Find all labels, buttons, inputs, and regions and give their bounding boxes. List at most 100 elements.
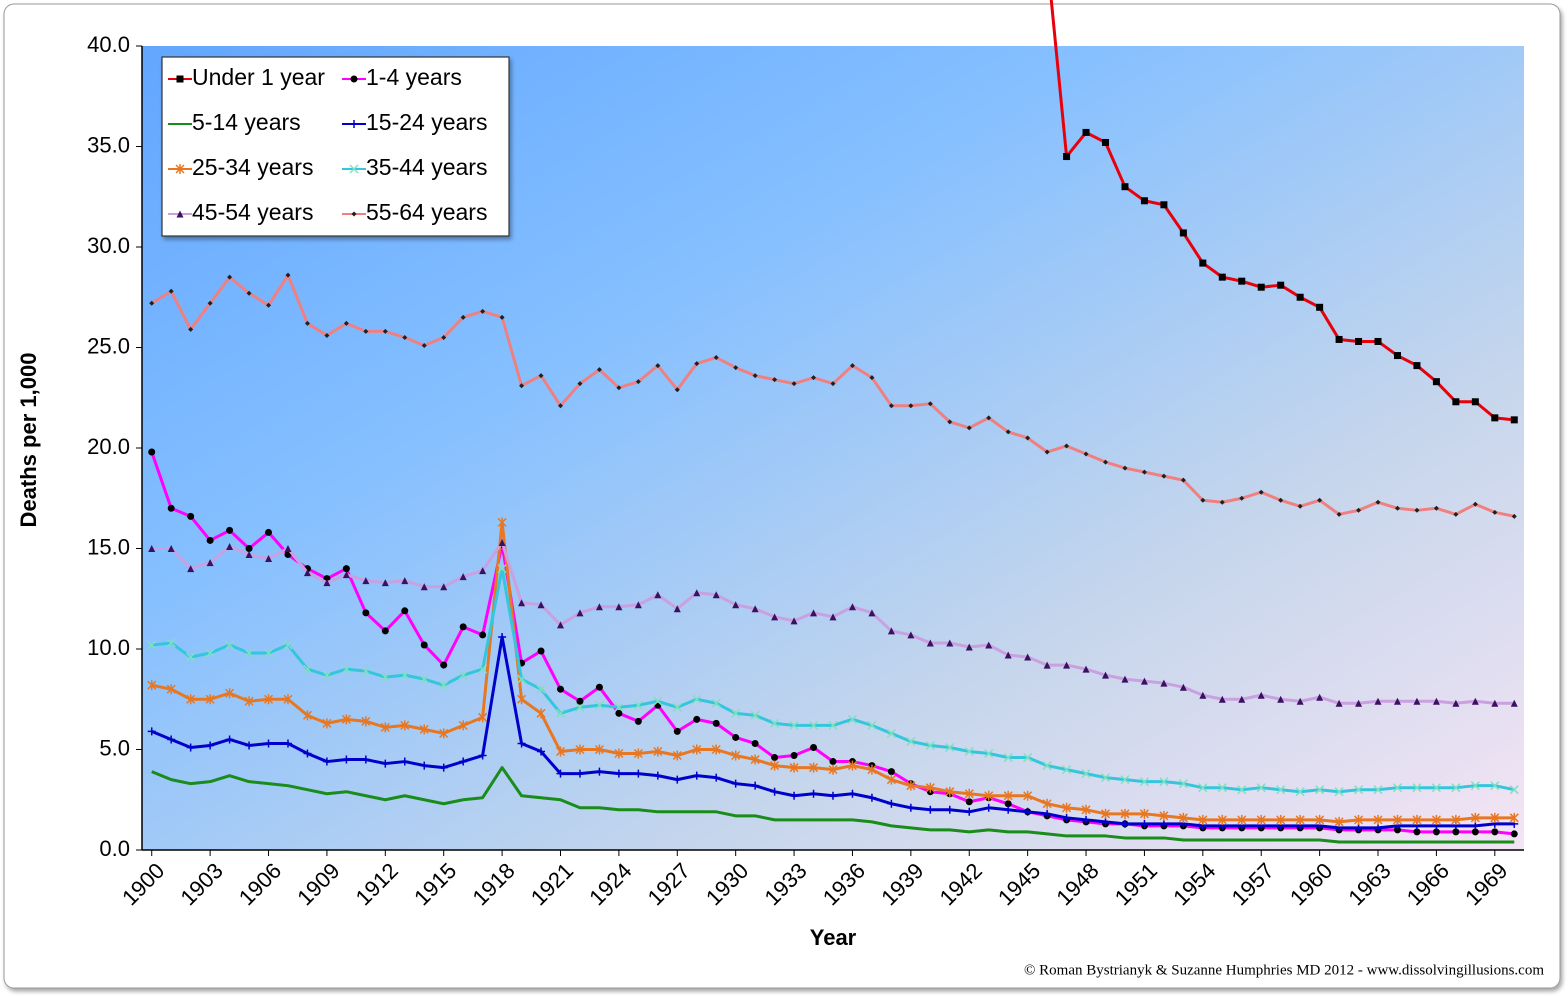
marker [1083, 451, 1089, 457]
marker [653, 771, 662, 780]
marker [303, 749, 312, 758]
marker [265, 528, 273, 536]
legend-label: 35-44 years [366, 154, 487, 180]
marker [964, 746, 974, 757]
marker [1373, 785, 1383, 795]
marker [751, 781, 760, 790]
marker [654, 591, 662, 599]
marker [1200, 497, 1206, 503]
marker [1470, 781, 1480, 791]
marker [538, 373, 544, 379]
marker [167, 504, 175, 512]
marker [226, 526, 234, 534]
marker [147, 727, 156, 736]
marker [576, 609, 584, 617]
marker [731, 750, 741, 761]
marker [790, 791, 799, 800]
marker [1004, 800, 1012, 808]
marker [1453, 511, 1459, 517]
y-tick-label: 25.0 [87, 333, 130, 358]
marker [1100, 808, 1111, 819]
marker [556, 769, 565, 778]
y-tick-label: 30.0 [87, 233, 130, 258]
marker [459, 573, 467, 581]
marker [965, 643, 973, 651]
marker [361, 666, 371, 676]
marker [1256, 814, 1266, 825]
marker [1356, 507, 1362, 513]
marker [791, 381, 797, 387]
marker [614, 702, 624, 712]
marker [1510, 416, 1518, 424]
legend-label: Under 1 year [192, 64, 325, 90]
marker [1159, 810, 1169, 821]
marker [1004, 651, 1012, 659]
marker [634, 717, 642, 725]
marker [324, 332, 330, 338]
marker [536, 708, 546, 719]
marker [1121, 183, 1129, 191]
marker [1354, 814, 1364, 825]
marker [750, 710, 760, 720]
marker [692, 744, 702, 755]
marker [1100, 773, 1111, 783]
marker [361, 755, 370, 764]
marker [1063, 153, 1071, 161]
marker [556, 685, 564, 693]
y-tick-label: 20.0 [87, 434, 130, 459]
marker [1005, 429, 1011, 435]
marker [166, 638, 176, 648]
marker [595, 767, 604, 776]
marker [867, 793, 876, 802]
marker [1392, 783, 1403, 793]
marker [536, 684, 546, 694]
marker [362, 609, 370, 617]
marker [205, 694, 215, 705]
marker [441, 334, 447, 340]
marker [458, 670, 468, 680]
marker [1238, 695, 1246, 703]
marker [1451, 783, 1461, 793]
y-tick-label: 40.0 [87, 32, 130, 57]
marker [283, 640, 293, 650]
marker [517, 674, 527, 684]
marker [1140, 197, 1148, 205]
legend-box [161, 56, 510, 237]
marker [1509, 812, 1519, 823]
marker [985, 641, 993, 649]
marker [732, 601, 740, 609]
marker [828, 764, 838, 775]
marker [848, 789, 857, 798]
marker [149, 300, 155, 306]
marker [1025, 435, 1031, 441]
marker [350, 75, 358, 83]
marker [322, 718, 332, 729]
marker [1141, 469, 1147, 475]
marker [1161, 473, 1167, 479]
marker [1296, 697, 1304, 705]
marker [1276, 785, 1286, 795]
marker [478, 712, 488, 723]
marker [166, 684, 176, 695]
marker [283, 739, 292, 748]
marker [653, 696, 663, 706]
marker [381, 579, 389, 587]
marker [206, 536, 214, 544]
marker [187, 565, 195, 573]
marker [1375, 499, 1381, 505]
marker [246, 290, 252, 296]
marker [537, 601, 545, 609]
marker [1062, 813, 1071, 822]
marker [633, 748, 643, 759]
marker [1511, 513, 1517, 519]
marker [225, 640, 235, 650]
marker [1237, 814, 1247, 825]
marker [712, 719, 720, 727]
marker [1120, 819, 1129, 828]
marker [1336, 511, 1342, 517]
marker [148, 545, 156, 552]
marker [575, 702, 585, 712]
marker [1024, 653, 1032, 661]
marker [1102, 671, 1110, 679]
marker [770, 718, 780, 728]
